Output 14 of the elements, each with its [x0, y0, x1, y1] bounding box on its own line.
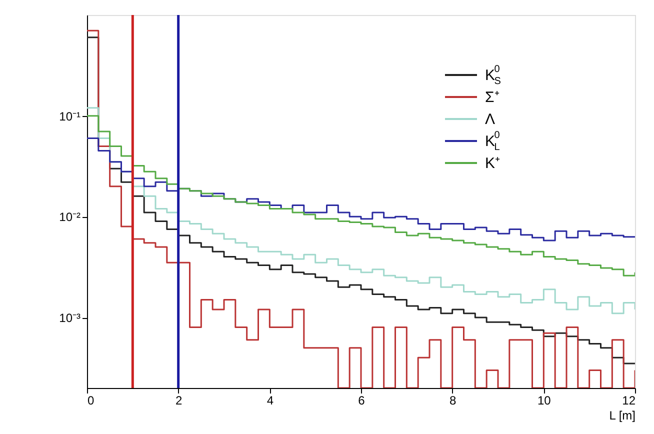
x-tick-label: 6	[358, 394, 366, 408]
x-tick-label: 0	[88, 394, 94, 408]
legend-label: K⁺	[485, 155, 500, 172]
x-tick-label: 12	[622, 394, 636, 408]
x-tick-label: 4	[266, 394, 274, 408]
y-tick-label: 10⁻³	[59, 311, 81, 326]
legend-label: Σ⁺	[485, 89, 500, 106]
y-tick-label: 10⁻¹	[59, 109, 81, 124]
x-axis-title: L [m]	[609, 408, 636, 422]
x-tick-label: 2	[175, 394, 182, 408]
y-tick-label: 10⁻²	[59, 210, 81, 224]
x-tick-label: 8	[449, 394, 456, 408]
x-tick-label: 10	[537, 394, 552, 408]
legend-label: Λ	[485, 111, 496, 128]
